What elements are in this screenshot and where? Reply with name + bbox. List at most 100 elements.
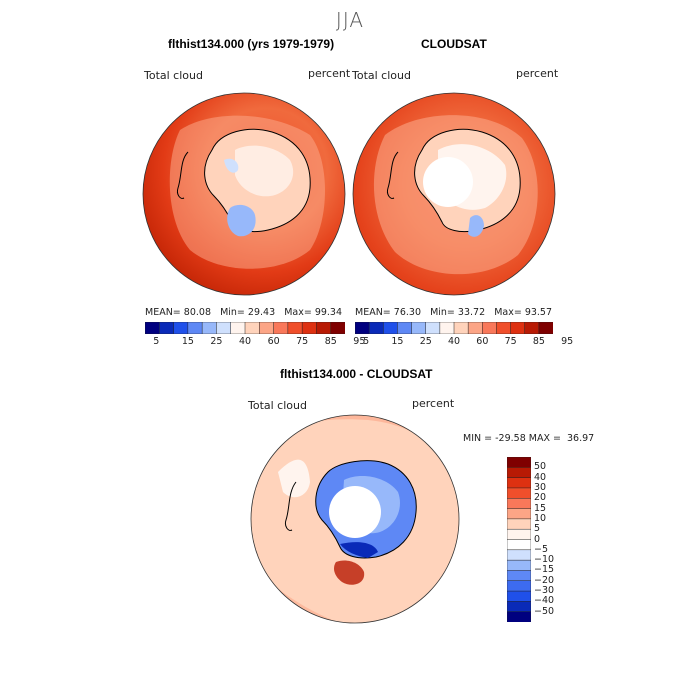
panel1-colorbar [145, 322, 345, 334]
panel1-colorbar-tick-label: 5 [153, 336, 160, 347]
panel1-colorbar-tick-label: 75 [296, 336, 309, 347]
panel1-colorbar-tick-label: 95 [353, 336, 366, 347]
panel1-right-label: percent [308, 67, 351, 80]
panel1-mean-label: MEAN= [145, 307, 181, 318]
panel3-stats: MIN = -29.58 MAX = 36.97 [463, 433, 594, 444]
panel1-map [142, 92, 346, 296]
panel1-colorbar-swatch [244, 322, 260, 334]
panel2-colorbar-swatch [510, 322, 526, 334]
panel3-colorbar-tick-label: 15 [534, 502, 547, 514]
panel2-colorbar-tick-label: 40 [448, 336, 461, 347]
panel3-map-outline [250, 414, 460, 624]
panel1-ross-ice-low-cloud [227, 204, 256, 237]
panel3-colorbar-swatch [507, 477, 531, 489]
panel3-colorbar-swatch [507, 457, 531, 468]
panel1-peninsula-coast [177, 151, 189, 199]
panel3-near-zero-patch [278, 459, 310, 498]
panel1-colorbar-swatch [159, 322, 175, 334]
panel3-max-label: MAX = [528, 433, 561, 444]
panel1-min-value: 29.43 [247, 307, 276, 318]
panel1-antarctic-interior [235, 145, 294, 197]
panel1-colorbar-tick-label: 40 [239, 336, 252, 347]
panel2-mean-label: MEAN= [355, 307, 391, 318]
panel3-colorbar-tick-label: −40 [534, 595, 555, 607]
panel1-colorbar-swatch [301, 322, 318, 334]
panel2-colorbar-swatch [453, 322, 469, 334]
panel3-colorbar-swatch [507, 518, 531, 530]
panel1-colorbar-swatch [145, 322, 160, 334]
panel3-colorbar-swatch [507, 498, 531, 510]
panel1-colorbar-tick-label: 60 [267, 336, 280, 347]
panel1-colorbar-swatch [287, 322, 303, 334]
panel2-min-value: 33.72 [457, 307, 486, 318]
panel2-colorbar-swatch [368, 322, 384, 334]
panel1-colorbar-swatch [330, 322, 345, 334]
panel2-mean-value: 76.30 [393, 307, 421, 318]
panel1-colorbar-swatch [259, 322, 275, 334]
panel1-colorbar-swatch [216, 322, 232, 334]
panel1-title: flthist134.000 (yrs 1979-1979) [168, 37, 335, 51]
panel1-interior-low-cloud [224, 158, 239, 173]
panel2-colorbar-tick-label: 95 [561, 336, 574, 347]
panel3-colorbar-tick-label: 30 [534, 481, 547, 493]
panel3-colorbar-swatch [507, 487, 531, 499]
panel3-colorbar-swatch [507, 528, 531, 541]
panel3-colorbar-tick-label: 20 [534, 492, 547, 504]
panel2-colorbar-swatch [538, 322, 553, 334]
panel3-colorbar-tick-label: 40 [534, 471, 547, 483]
panel3-max-value: 36.97 [567, 433, 595, 444]
panel2-peninsula-coast [387, 151, 399, 199]
panel2-max-value: 93.57 [524, 307, 553, 318]
panel3-colorbar-swatch [507, 549, 531, 561]
panel1-colorbar-swatch [273, 322, 289, 334]
panel2-colorbar-swatch [397, 322, 413, 334]
panel2-max-label: Max= [494, 307, 522, 318]
panel3-no-data-pole [329, 486, 381, 538]
panel1-colorbar-ticks: 5 15 25 40 60 75 85 95 [145, 336, 365, 350]
panel2-colorbar-tick-label: 15 [391, 336, 404, 347]
panel2-colorbar-swatch [439, 322, 455, 334]
panel3-colorbar-tick-label: −30 [534, 585, 555, 597]
panel1-colorbar-swatch [187, 322, 203, 334]
panel2-colorbar-tick-label: 85 [532, 336, 545, 347]
panel2-colorbar-swatch [467, 322, 483, 334]
panel2-low-cloud-patch [468, 215, 484, 237]
panel2-map-outline [352, 92, 556, 296]
panel3-colorbar-tick-label: 10 [534, 512, 547, 524]
panel1-max-value: 99.34 [314, 307, 343, 318]
panel3-colorbar-tick-label: −5 [534, 543, 549, 555]
panel3-right-label: percent [412, 397, 455, 410]
panel1-max-label: Max= [284, 307, 312, 318]
panel2-stats: MEAN= 76.30 Min= 33.72 Max= 93.57 [355, 307, 552, 318]
panel3-colorbar-tick-label: −20 [534, 574, 555, 586]
panel3-colorbar-swatch [507, 539, 531, 551]
panel1-colorbar-swatch [230, 322, 246, 334]
panel2-map [352, 92, 556, 296]
panel3-colorbar-swatch [507, 580, 531, 592]
panel1-colorbar-tick-label: 25 [210, 336, 223, 347]
panel2-title: CLOUDSAT [421, 37, 487, 51]
panel1-mean-value: 80.08 [183, 307, 211, 318]
panel2-colorbar-tick-label: 25 [419, 336, 432, 347]
panel3-colorbar-tick-label: 5 [534, 523, 541, 535]
panel2-right-label: percent [516, 67, 559, 80]
panel1-stats: MEAN= 80.08 Min= 29.43 Max= 99.34 [145, 307, 342, 318]
panel1-colorbar-tick-label: 85 [324, 336, 337, 347]
panel2-colorbar-swatch [496, 322, 512, 334]
panel3-colorbar-swatch [507, 467, 531, 479]
panel1-colorbar-tick-label: 15 [181, 336, 194, 347]
panel3-colorbar-swatch [507, 601, 531, 613]
panel2-colorbar [355, 322, 553, 334]
panel1-colorbar-swatch [173, 322, 189, 334]
panel3-min-label: MIN = [463, 433, 493, 444]
panel2-left-label: Total cloud [352, 69, 411, 82]
panel2-colorbar-tick-label: 5 [363, 336, 370, 347]
panel2-no-data-pole [423, 157, 473, 207]
panel2-colorbar-tick-label: 75 [504, 336, 517, 347]
panel3-colorbar-swatch [507, 508, 531, 520]
panel3-min-value: -29.58 [495, 433, 526, 444]
panel3-colorbar-swatch [507, 590, 531, 603]
panel2-colorbar-swatch [411, 322, 427, 334]
panel3-colorbar-tick-label: −15 [534, 564, 555, 576]
panel3-colorbar-tick-label: −10 [534, 554, 555, 566]
